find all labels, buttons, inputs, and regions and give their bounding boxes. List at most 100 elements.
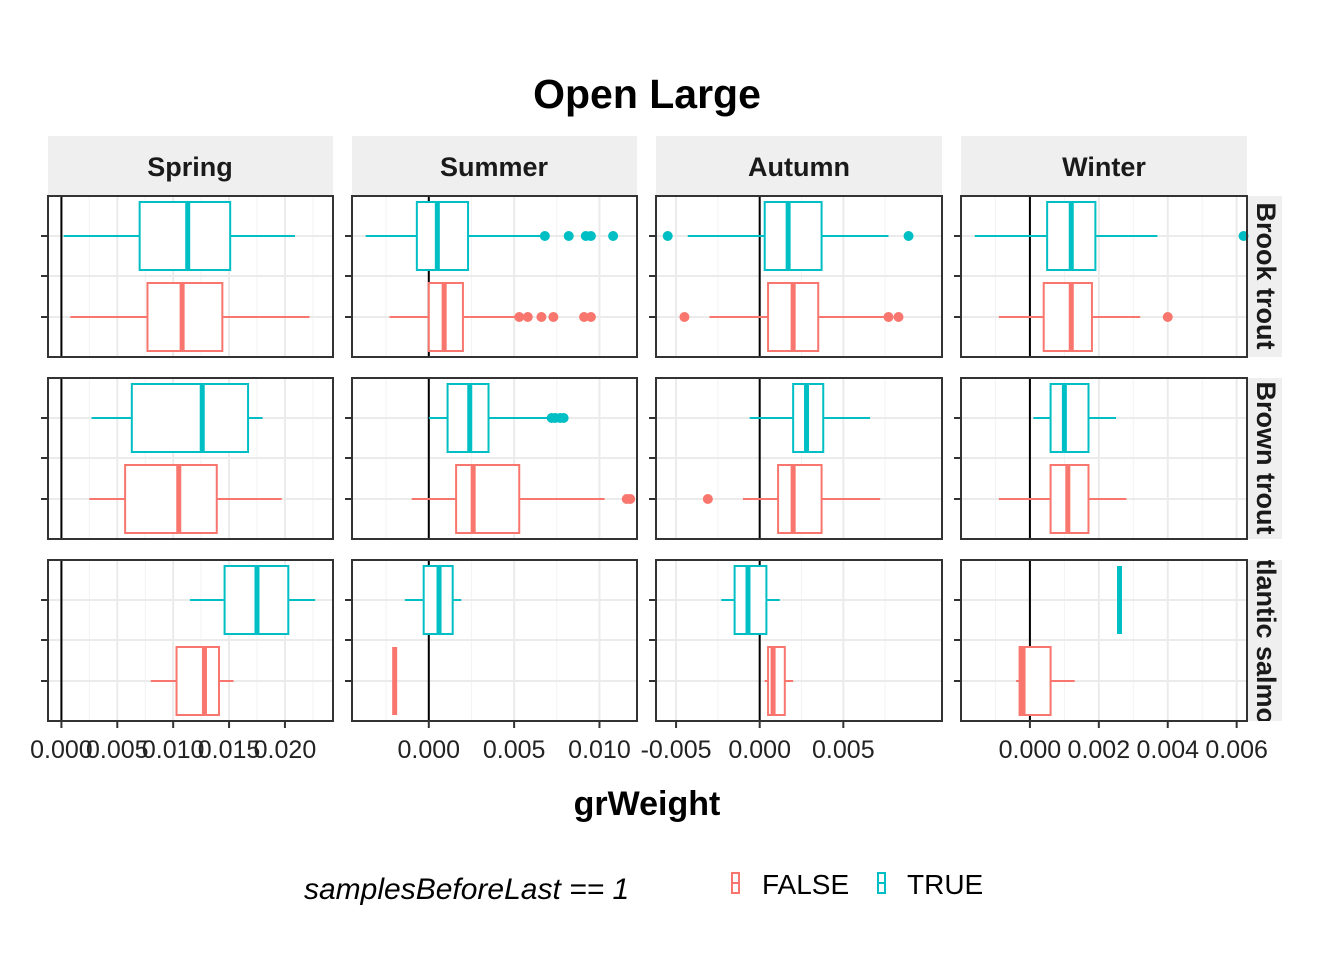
box [175, 646, 221, 716]
x-tick-label: 0.010 [142, 736, 205, 764]
boxplot-true-atlantic-salmon-summer [404, 565, 462, 635]
x-tick-label: 0.005 [483, 736, 546, 764]
strip-label-brown-trout: Brown trout [1251, 382, 1281, 535]
outlier-point [903, 231, 914, 241]
x-tick-label: 0.005 [86, 736, 149, 764]
boxplot-true-brown-trout-autumn [749, 383, 871, 453]
boxplot-true-brown-trout-spring [91, 383, 263, 453]
panel-atlantic-salmon-spring [47, 559, 334, 722]
strip-clip: Brown trout [1251, 382, 1281, 535]
boxplot-true-brook-trout-winter [974, 201, 1249, 271]
strip-autumn: Autumn [656, 136, 942, 195]
column-strips: Spring Summer Autumn Winter [48, 136, 1247, 195]
panel-brown-trout-winter [960, 377, 1248, 540]
panel-brown-trout-summer [351, 377, 638, 540]
boxplot-false-brown-trout-spring [89, 464, 282, 534]
box [415, 201, 470, 271]
strip-clip: Atlantic salmon [1251, 539, 1281, 740]
strip-background [656, 136, 942, 195]
x-tick-label: 0.002 [1068, 736, 1131, 764]
boxplot-false-brown-trout-autumn [702, 464, 881, 534]
strip-label-winter: Winter [1062, 152, 1146, 182]
outlier-point [585, 312, 596, 322]
x-tick-label: 0.000 [398, 736, 461, 764]
panel-brook-trout-summer [351, 195, 638, 358]
panel-brown-trout-spring [47, 377, 334, 540]
outlier-point [563, 231, 574, 241]
outlier-point [662, 231, 673, 241]
legend-key-false [731, 872, 740, 894]
strip-background [1248, 560, 1282, 721]
outlier-point [1162, 312, 1173, 322]
legend-label-false: FALSE [762, 869, 849, 900]
strip-background [48, 136, 333, 195]
box [1049, 383, 1090, 453]
outlier-point [702, 494, 713, 504]
x-tick-label: 0.005 [812, 736, 875, 764]
box [1042, 282, 1093, 352]
strip-label-atlantic-salmon: Atlantic salmon [1251, 539, 1281, 740]
strip-brook-trout: Brook trout [1248, 196, 1282, 357]
x-axis-title: grWeight [574, 785, 721, 823]
x-tick-label: 0.004 [1136, 736, 1199, 764]
panel-atlantic-salmon-autumn [655, 559, 943, 722]
strip-label-brook-trout: Brook trout [1251, 203, 1281, 350]
x-tick-label: 0.000 [728, 736, 791, 764]
strip-atlantic-salmon: Atlantic salmon [1248, 539, 1282, 740]
outlier-point [893, 312, 904, 322]
strip-brown-trout: Brown trout [1248, 378, 1282, 539]
boxplot-false-atlantic-salmon-spring [150, 646, 234, 716]
outlier-point [608, 231, 619, 241]
boxplot-true-brook-trout-summer [365, 201, 619, 271]
x-tick-label: 0.000 [30, 736, 93, 764]
facet-panels [47, 195, 1249, 722]
panel-brown-trout-autumn [655, 377, 943, 540]
legend-label-true: TRUE [907, 869, 983, 900]
panel-brook-trout-winter [960, 195, 1249, 358]
outlier-point [522, 312, 533, 322]
outlier-point [585, 231, 596, 241]
legend-key-true [877, 872, 886, 894]
strip-clip: Brook trout [1251, 203, 1281, 350]
boxplot-true-brown-trout-summer [428, 383, 569, 453]
box [777, 464, 823, 534]
row-strips: Brook trout Brown trout Atlantic salmon [1248, 196, 1282, 740]
chart-title: Open Large [533, 71, 761, 117]
box [130, 383, 250, 453]
boxplot-false-brook-trout-autumn [679, 282, 904, 352]
x-tick-label: 0.015 [198, 736, 261, 764]
boxplot-true-atlantic-salmon-autumn [721, 565, 780, 635]
boxplot-false-brook-trout-winter [998, 282, 1173, 352]
outlier-point [514, 312, 525, 322]
boxplot-true-brook-trout-spring [63, 201, 295, 271]
outlier-point [625, 494, 636, 504]
box [138, 201, 232, 271]
strip-spring: Spring [48, 136, 333, 195]
boxplot-true-brown-trout-winter [1033, 383, 1117, 453]
box [733, 565, 768, 635]
outlier-point [558, 413, 569, 423]
boxplot-false-atlantic-salmon-autumn [764, 646, 794, 716]
boxplot-false-atlantic-salmon-winter [1016, 646, 1075, 716]
panel-atlantic-salmon-summer [351, 559, 638, 722]
box [455, 464, 521, 534]
strip-label-spring: Spring [147, 152, 233, 182]
outlier-point [679, 312, 690, 322]
x-tick-label: 0.006 [1205, 736, 1268, 764]
boxplot-false-brown-trout-summer [411, 464, 636, 534]
strip-summer: Summer [352, 136, 637, 195]
x-tick-label: 0.020 [254, 736, 317, 764]
outlier-point [548, 312, 559, 322]
strip-background [1248, 196, 1282, 357]
panel-brook-trout-spring [47, 195, 334, 358]
box [767, 646, 786, 716]
outlier-point [883, 312, 894, 322]
boxplot-false-brown-trout-winter [998, 464, 1127, 534]
strip-background [961, 136, 1247, 195]
box [763, 201, 823, 271]
outlier-point [536, 312, 547, 322]
panel-atlantic-salmon-winter [960, 559, 1248, 722]
legend: samplesBeforeLast == 1 FALSE TRUE [304, 869, 983, 906]
